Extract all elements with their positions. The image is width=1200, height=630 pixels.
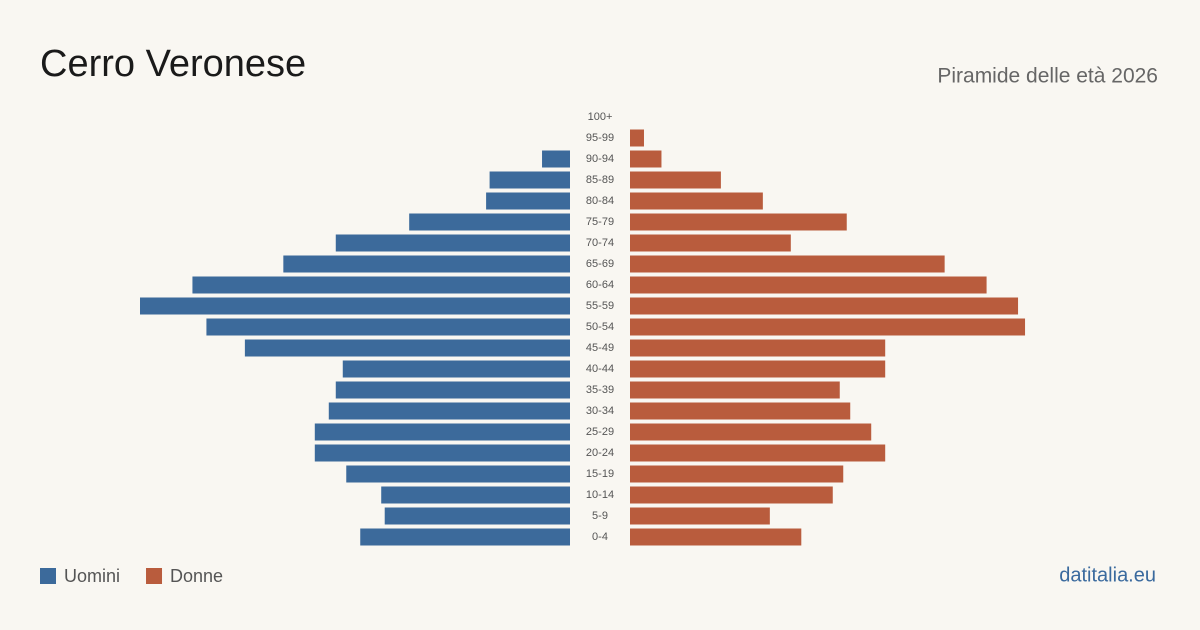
bar: [381, 486, 570, 504]
source: datitalia.eu: [1059, 564, 1156, 586]
bar: [630, 423, 872, 441]
category-label: 95-99: [586, 132, 614, 144]
bar: [346, 465, 570, 483]
bar: [630, 360, 886, 378]
bar: [630, 297, 1019, 315]
category-label: 80-84: [586, 195, 614, 207]
bar: [486, 192, 570, 210]
bar: [630, 528, 802, 546]
chart-subtitle: Piramide delle età 2026: [937, 65, 1158, 88]
bar: [542, 150, 570, 168]
bar: [630, 276, 987, 294]
bar: [489, 171, 570, 189]
bar: [630, 255, 945, 273]
category-label: 10-14: [586, 489, 614, 501]
category-label: 5-9: [592, 510, 608, 522]
category-label: 30-34: [586, 405, 614, 417]
bar: [630, 213, 847, 231]
bar: [328, 402, 570, 420]
category-label: 50-54: [586, 321, 614, 333]
category-label: 85-89: [586, 174, 614, 186]
chart-title: Cerro Veronese: [40, 43, 306, 85]
bar: [140, 297, 570, 315]
category-label: 100+: [588, 111, 613, 123]
bar: [409, 213, 570, 231]
bar: [192, 276, 570, 294]
bar: [630, 444, 886, 462]
legend-swatch: [40, 568, 56, 584]
bar: [360, 528, 570, 546]
category-label: 65-69: [586, 258, 614, 270]
bar: [314, 444, 570, 462]
category-label: 35-39: [586, 384, 614, 396]
legend-label: Donne: [170, 566, 223, 586]
bar: [630, 318, 1026, 336]
category-label: 15-19: [586, 468, 614, 480]
bar: [630, 381, 840, 399]
legend-label: Uomini: [64, 566, 120, 586]
category-label: 40-44: [586, 363, 614, 375]
bar: [630, 129, 644, 147]
category-label: 60-64: [586, 279, 614, 291]
bar: [384, 507, 570, 525]
bar: [630, 150, 662, 168]
bar: [283, 255, 570, 273]
bar: [630, 402, 851, 420]
category-label: 20-24: [586, 447, 614, 459]
bar: [335, 381, 570, 399]
category-label: 0-4: [592, 531, 608, 543]
bar: [342, 360, 570, 378]
bar: [314, 423, 570, 441]
bar: [630, 507, 770, 525]
bar: [630, 339, 886, 357]
category-label: 70-74: [586, 237, 614, 249]
bar: [244, 339, 570, 357]
bar: [630, 234, 791, 252]
legend-swatch: [146, 568, 163, 584]
category-label: 75-79: [586, 216, 614, 228]
category-label: 90-94: [586, 153, 614, 165]
bar: [630, 192, 763, 210]
bar: [335, 234, 570, 252]
bar: [630, 171, 721, 189]
category-label: 45-49: [586, 342, 614, 354]
category-label: 25-29: [586, 426, 614, 438]
bar: [206, 318, 570, 336]
bar: [630, 486, 833, 504]
category-label: 55-59: [586, 300, 614, 312]
bar: [630, 465, 844, 483]
